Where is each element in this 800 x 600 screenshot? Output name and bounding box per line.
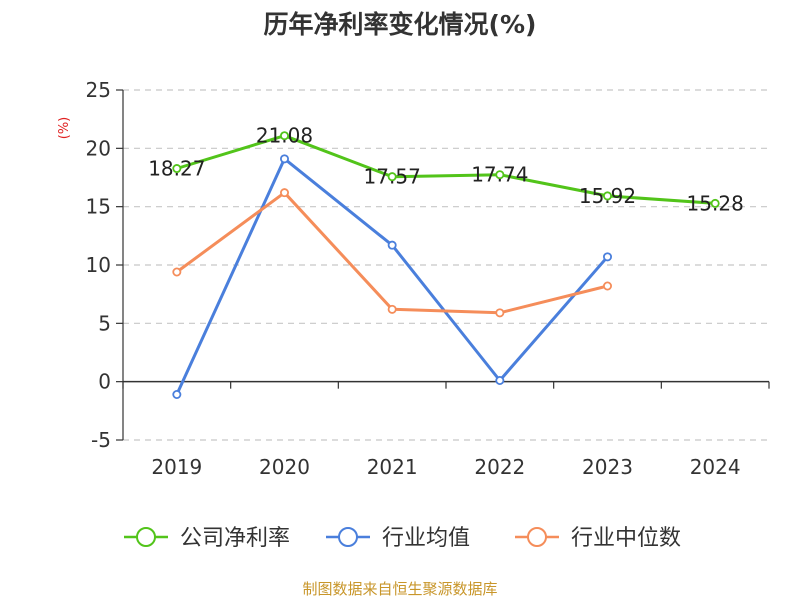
data-label: 15.92 (579, 184, 636, 208)
legend-item[interactable]: 行业中位数 (515, 526, 681, 551)
y-tick-label: 20 (86, 136, 111, 160)
legend-label: 行业均值 (382, 526, 470, 551)
data-point[interactable] (603, 191, 613, 201)
data-point[interactable] (387, 240, 397, 250)
data-label: 17.57 (364, 165, 421, 189)
data-point[interactable] (495, 170, 505, 180)
data-point[interactable] (279, 188, 289, 198)
data-point[interactable] (603, 252, 613, 262)
y-tick-label: 25 (86, 78, 111, 102)
y-axis-unit: (%) (57, 117, 72, 140)
data-labels: 18.27 21.08 17.57 17.74 15.92 15.28 (148, 124, 744, 216)
data-point[interactable] (172, 267, 182, 277)
x-tick-label: 2021 (367, 455, 418, 479)
x-tick-label: 2022 (474, 455, 525, 479)
legend[interactable]: 公司净利率 行业均值 行业中位数 (124, 526, 681, 551)
data-point[interactable] (172, 389, 182, 399)
data-point[interactable] (603, 281, 613, 291)
data-point[interactable] (279, 131, 289, 141)
data-point[interactable] (387, 304, 397, 314)
chart-title: 历年净利率变化情况(%) (264, 10, 537, 39)
legend-item[interactable]: 行业均值 (326, 526, 470, 551)
legend-marker (527, 527, 547, 547)
data-point[interactable] (387, 172, 397, 182)
y-tick-label: -5 (91, 428, 111, 452)
data-label: 21.08 (256, 124, 313, 148)
legend-marker (338, 527, 358, 547)
data-label: 17.74 (471, 163, 528, 187)
data-label: 15.28 (687, 191, 744, 215)
axes: -5 0 5 10 15 20 25 2019 2020 2021 2022 2023 2024 (86, 78, 770, 479)
x-tick-label: 2024 (690, 455, 741, 479)
x-tick-label: 2023 (582, 455, 633, 479)
series-layer (172, 131, 720, 399)
x-tick-label: 2019 (151, 455, 202, 479)
data-point[interactable] (710, 198, 720, 208)
data-point[interactable] (172, 164, 182, 174)
y-tick-label: 5 (98, 311, 111, 335)
y-tick-label: 0 (98, 370, 111, 394)
data-point[interactable] (495, 375, 505, 385)
gridlines (123, 89, 769, 441)
x-tick-label: 2020 (259, 455, 310, 479)
legend-label: 行业中位数 (571, 526, 681, 551)
legend-label: 公司净利率 (180, 526, 290, 551)
y-tick-label: 15 (86, 195, 111, 219)
legend-marker (136, 527, 156, 547)
y-tick-label: 10 (86, 253, 111, 277)
series-line (175, 157, 609, 396)
series-line (176, 134, 716, 205)
data-label: 18.27 (148, 157, 205, 181)
data-point[interactable] (495, 308, 505, 318)
data-source-note: 制图数据来自恒生聚源数据库 (302, 580, 497, 598)
legend-item[interactable]: 公司净利率 (124, 526, 290, 551)
data-point[interactable] (279, 154, 289, 164)
